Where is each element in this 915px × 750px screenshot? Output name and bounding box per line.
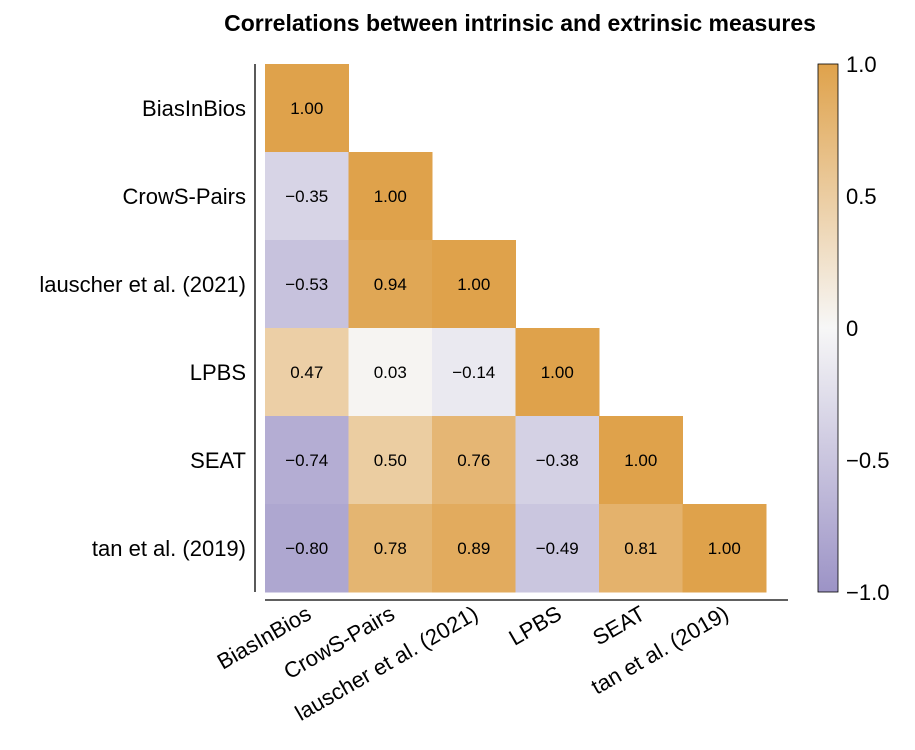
row-label: BiasInBios <box>142 96 246 121</box>
heatmap-cell <box>348 504 433 593</box>
heatmap-cell <box>515 504 600 593</box>
cell-value-label: −0.49 <box>536 539 579 558</box>
cell-value-label: 1.00 <box>457 275 490 294</box>
heatmap-cell <box>515 416 600 505</box>
cell-value-label: 0.81 <box>624 539 657 558</box>
cell-value-label: −0.53 <box>285 275 328 294</box>
heatmap-cell <box>682 504 767 593</box>
row-label: CrowS-Pairs <box>123 184 246 209</box>
heatmap-cell <box>348 240 433 329</box>
cell-value-label: 0.94 <box>374 275 407 294</box>
row-label: SEAT <box>190 448 246 473</box>
colorbar-tick-label: −1.0 <box>846 580 889 605</box>
cell-value-label: 0.03 <box>374 363 407 382</box>
heatmap-cell <box>599 416 683 505</box>
colorbar-tick-label: 1.0 <box>846 52 877 77</box>
heatmap-cell <box>515 328 600 417</box>
heatmap-cells: 1.00 −0.35 1.00 −0.53 0.94 1.00 0.47 0.03 −0.14 1… <box>265 64 767 593</box>
heatmap-cell <box>265 240 349 329</box>
cell-value-label: 1.00 <box>708 539 741 558</box>
cell-value-label: −0.14 <box>452 363 495 382</box>
colorbar-tick-label: 0 <box>846 316 858 341</box>
column-label: LPBS <box>505 601 566 651</box>
colorbar-ticks: 1.0 0.5 0 −0.5 −1.0 <box>846 52 889 605</box>
cell-value-label: 0.78 <box>374 539 407 558</box>
row-label: lauscher et al. (2021) <box>39 272 246 297</box>
cell-value-label: 1.00 <box>374 187 407 206</box>
cell-value-label: −0.80 <box>285 539 328 558</box>
cell-value-label: −0.38 <box>536 451 579 470</box>
heatmap-cell <box>265 328 349 417</box>
row-labels: BiasInBios CrowS-Pairs lauscher et al. (20… <box>39 96 246 561</box>
heatmap-cell <box>265 504 349 593</box>
heatmap-cell <box>432 240 516 329</box>
cell-value-label: 1.00 <box>624 451 657 470</box>
heatmap-cell <box>432 416 516 505</box>
cell-value-label: 1.00 <box>541 363 574 382</box>
column-label: SEAT <box>588 601 649 651</box>
chart-title: Correlations between intrinsic and extri… <box>224 10 816 36</box>
heatmap-cell <box>265 416 349 505</box>
colorbar-tick-label: 0.5 <box>846 184 877 209</box>
heatmap-cell <box>348 328 433 417</box>
heatmap-cell <box>432 328 516 417</box>
heatmap-cell <box>265 152 349 241</box>
column-label: tan et al. (2019) <box>587 601 733 700</box>
cell-value-label: 0.89 <box>457 539 490 558</box>
heatmap-cell <box>432 504 516 593</box>
heatmap-cell <box>348 152 433 241</box>
heatmap-cell <box>265 64 349 153</box>
cell-value-label: −0.74 <box>285 451 328 470</box>
row-label: LPBS <box>190 360 246 385</box>
colorbar-tick-label: −0.5 <box>846 448 889 473</box>
heatmap-cell <box>348 416 433 505</box>
cell-value-label: 0.50 <box>374 451 407 470</box>
cell-value-label: 0.76 <box>457 451 490 470</box>
colorbar <box>817 63 839 593</box>
cell-value-label: 1.00 <box>290 99 323 118</box>
cell-value-label: −0.35 <box>285 187 328 206</box>
heatmap-cell <box>599 504 683 593</box>
row-label: tan et al. (2019) <box>92 536 246 561</box>
cell-value-label: 0.47 <box>290 363 323 382</box>
